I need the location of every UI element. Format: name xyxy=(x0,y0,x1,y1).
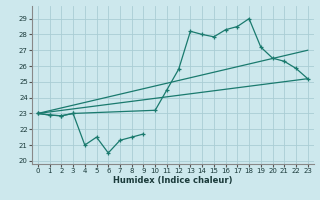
X-axis label: Humidex (Indice chaleur): Humidex (Indice chaleur) xyxy=(113,176,233,185)
